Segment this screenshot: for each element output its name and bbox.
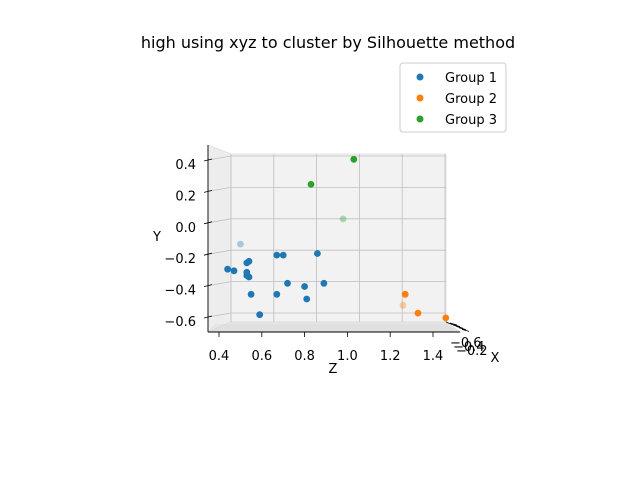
z-axis-label: Z	[329, 362, 338, 377]
y-tick-label: −0.6	[164, 315, 196, 330]
tick-marks	[203, 158, 470, 337]
data-point	[279, 251, 287, 259]
z-tick-label: 0.6	[251, 349, 272, 364]
data-points	[224, 155, 450, 322]
z-tick-label: 0.8	[294, 349, 315, 364]
legend-marker	[416, 73, 424, 81]
z-tick-label: 1.0	[337, 349, 358, 364]
data-point	[273, 290, 281, 298]
y-tick-label: 0.4	[175, 158, 196, 173]
data-point	[442, 314, 450, 322]
legend-marker	[416, 115, 424, 123]
x-tick-mark	[455, 325, 464, 329]
x-tick-label: −0.4	[453, 340, 485, 355]
data-point	[350, 155, 358, 163]
z-tick-label: 1.2	[380, 349, 401, 364]
y-tick-mark	[203, 252, 213, 256]
y-tick-label: 0.2	[175, 189, 196, 204]
legend: Group 1 Group 2 Group 3	[399, 62, 507, 133]
data-point	[284, 279, 291, 287]
legend-label: Group 2	[445, 92, 497, 107]
x-tick-label: −0.2	[456, 344, 488, 359]
y-tick-label: −0.2	[164, 252, 196, 267]
data-point	[339, 215, 347, 223]
legend-label: Group 1	[445, 71, 497, 86]
y-tick-label: 0.0	[175, 221, 196, 236]
tick-labels: 0.4 0.6 0.8 1.0 1.2 1.40.40.20.0−0.2−0.4−0.6−…	[164, 158, 487, 364]
data-point	[414, 309, 422, 317]
z-tick-label: 0.4	[209, 349, 230, 364]
x-axis-label: X	[491, 351, 500, 366]
y-tick-mark	[203, 315, 213, 319]
z-tick-label: 1.4	[423, 349, 444, 364]
data-point	[256, 311, 264, 319]
y-tick-mark	[203, 158, 213, 162]
data-point	[273, 251, 281, 259]
data-point	[247, 290, 255, 298]
data-point	[307, 181, 315, 188]
data-point	[237, 240, 244, 248]
x-tick-mark	[452, 324, 461, 327]
data-point	[224, 265, 232, 273]
legend-box	[399, 62, 507, 133]
data-point	[303, 295, 311, 303]
x-tick-label: −0.6	[450, 336, 482, 351]
x-tick-mark	[461, 329, 470, 332]
data-point	[399, 301, 407, 309]
grid-lines	[207, 154, 457, 332]
data-point	[230, 267, 238, 275]
data-point	[245, 273, 253, 281]
legend-label: Group 3	[445, 113, 497, 128]
legend-marker	[416, 94, 424, 102]
back-pane	[230, 153, 447, 323]
data-point	[301, 283, 308, 290]
data-point	[243, 259, 251, 267]
data-point	[401, 290, 409, 298]
y-axis-label: Y	[152, 230, 161, 245]
data-point	[314, 250, 321, 257]
side-pane	[207, 144, 232, 333]
data-point	[320, 279, 328, 287]
y-tick-mark	[203, 221, 213, 225]
y-tick-mark	[203, 284, 213, 287]
y-tick-mark	[203, 190, 213, 193]
y-tick-label: −0.4	[164, 284, 196, 299]
x-tick-mark	[449, 322, 458, 326]
chart-title: high using xyz to cluster by Silhouette …	[141, 33, 515, 52]
x-tick-mark	[458, 327, 467, 331]
